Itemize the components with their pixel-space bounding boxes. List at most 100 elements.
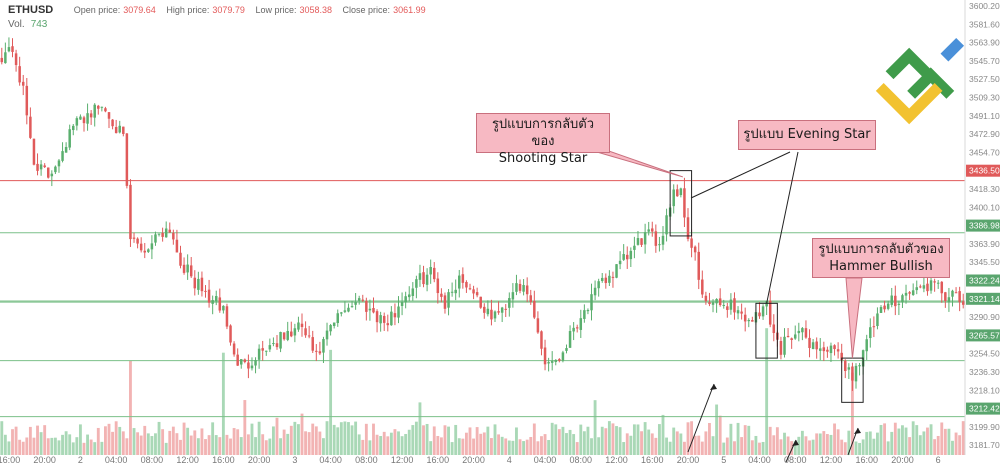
candle-body xyxy=(232,343,236,355)
volume-bar xyxy=(200,428,204,455)
volume-bar xyxy=(279,438,282,455)
candle-body xyxy=(36,163,39,171)
volume-bar xyxy=(32,437,36,455)
candle-body xyxy=(961,301,965,305)
volume-bar xyxy=(400,436,404,455)
volume-bar xyxy=(146,433,150,455)
volume-bar xyxy=(557,429,561,455)
candle-body xyxy=(257,348,261,360)
volume-bar xyxy=(325,421,329,455)
candle-body xyxy=(154,234,157,243)
candle-body xyxy=(808,337,811,348)
candle-body xyxy=(104,108,107,112)
volume-bar xyxy=(339,422,343,455)
volume-bar xyxy=(100,441,104,455)
candle-body xyxy=(29,116,32,138)
candle-body xyxy=(86,113,89,124)
volume-bar xyxy=(600,426,604,455)
volume-bar xyxy=(933,439,937,455)
candle-body xyxy=(418,273,422,280)
volume-bar xyxy=(7,441,11,455)
high-label: High price: xyxy=(166,5,210,15)
candle-body xyxy=(733,298,736,313)
volume-bar xyxy=(36,425,39,455)
volume-arrow-head xyxy=(710,384,717,390)
volume-bar xyxy=(715,404,719,455)
volume-bar xyxy=(818,433,822,455)
x-tick-label: 04:00 xyxy=(319,455,342,465)
volume-bar xyxy=(382,431,386,455)
candle-body xyxy=(958,291,961,303)
volume-bar xyxy=(464,432,468,455)
hammer-callout-line1: รูปแบบการกลับตัวของ xyxy=(818,242,944,257)
candle-body xyxy=(136,238,139,244)
volume-bar xyxy=(825,434,829,455)
volume-bar xyxy=(593,400,597,455)
volume-bar xyxy=(876,432,879,455)
candle-body xyxy=(833,345,836,350)
candle-body xyxy=(697,251,700,280)
volume-bar xyxy=(775,427,779,455)
volume-bar xyxy=(154,433,157,455)
candle-body xyxy=(890,295,893,305)
volume-bar xyxy=(797,436,801,455)
volume-bar xyxy=(840,439,844,455)
candle-body xyxy=(500,307,504,313)
volume-bar xyxy=(43,425,47,455)
volume-bar xyxy=(647,429,651,455)
volume-bar xyxy=(858,442,861,455)
volume-arrow xyxy=(687,383,715,453)
candle-body xyxy=(329,325,332,332)
candle-body xyxy=(672,189,675,207)
y-tick-label: 3491.10 xyxy=(969,111,1000,121)
candle-body xyxy=(122,126,125,134)
volume-bar xyxy=(196,438,200,455)
candle-body xyxy=(429,266,432,275)
candle-body xyxy=(511,292,515,300)
candle-body xyxy=(593,287,597,296)
candle-body xyxy=(82,117,86,124)
candle-body xyxy=(565,348,568,351)
volume-bar xyxy=(926,427,929,455)
volume-bar xyxy=(515,427,518,455)
volume-bar xyxy=(211,422,215,455)
candle-body xyxy=(111,119,114,127)
volume-bar xyxy=(604,428,608,455)
volume-bar xyxy=(943,428,947,455)
volume-bar xyxy=(93,442,97,455)
y-tick-label: 3345.50 xyxy=(969,257,1000,267)
volume-bar xyxy=(951,440,954,455)
y-tick-label: 3265.57 xyxy=(969,330,1000,340)
x-tick-label: 2 xyxy=(78,455,83,465)
volume-bar xyxy=(636,424,640,455)
volume-bar xyxy=(46,438,50,455)
volume-bar xyxy=(75,437,79,455)
candle-body xyxy=(736,310,740,314)
volume-bar xyxy=(239,437,243,455)
candle-body xyxy=(936,282,940,284)
open-value: 3079.64 xyxy=(123,5,156,15)
candle-body xyxy=(100,106,104,108)
volume-bar xyxy=(361,439,365,455)
price-tag xyxy=(966,164,1000,177)
high-value: 3079.79 xyxy=(212,5,245,15)
volume-bar xyxy=(414,421,418,455)
candle-body xyxy=(922,285,926,289)
volume-bar xyxy=(139,435,143,455)
y-tick-label: 3472.90 xyxy=(969,129,1000,139)
volume-bar xyxy=(21,441,25,455)
candle-body xyxy=(629,250,633,260)
x-tick-label: 16:00 xyxy=(641,455,664,465)
candle-body xyxy=(583,310,586,319)
candle-body xyxy=(504,308,507,310)
volume-bar xyxy=(575,442,579,455)
candle-body xyxy=(247,362,250,369)
candle-body xyxy=(0,57,4,63)
candle-body xyxy=(747,319,751,322)
candle-body xyxy=(350,306,354,308)
volume-bar xyxy=(822,431,826,455)
candle-body xyxy=(908,292,911,294)
candle-body xyxy=(32,138,36,165)
volume-bar xyxy=(500,436,504,455)
volume-bar xyxy=(175,433,179,455)
